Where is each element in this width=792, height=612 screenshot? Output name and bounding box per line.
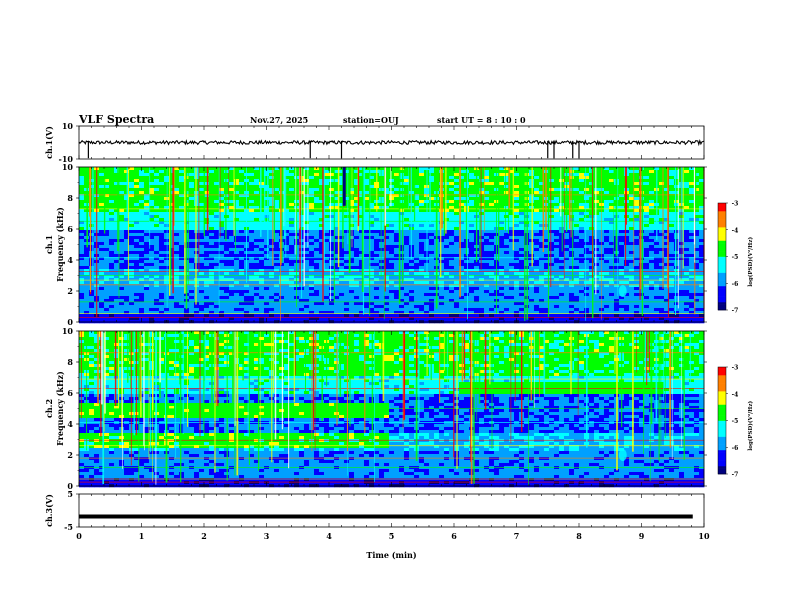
- colorbar-label: log(PSD)(V²/Hz): [747, 401, 754, 451]
- chart-title: VLF Spectra: [79, 113, 155, 126]
- y-tick-label: 10: [62, 121, 74, 131]
- y-tick-label: 6: [67, 224, 73, 234]
- station-label: station=OUJ: [343, 115, 399, 125]
- ch1-colorbar: -3 -4 -5 -6 -7 log(PSD)(V²/Hz): [717, 201, 754, 315]
- y-tick-label: 5: [67, 489, 73, 499]
- ch2-spec-ylabel: Frequency (kHz): [55, 371, 65, 446]
- colorbar-tick-label: -3: [732, 201, 739, 208]
- colorbar-tick-label: -6: [732, 445, 739, 452]
- x-tick-label: 5: [389, 531, 395, 541]
- y-tick-label: 8: [67, 357, 73, 367]
- ch1-spec-ylabel: Frequency (kHz): [55, 207, 65, 282]
- y-tick-label: 0: [67, 317, 73, 327]
- y-tick-label: 6: [67, 388, 73, 398]
- start-time-label: start UT = 8 : 10 : 0: [437, 115, 526, 125]
- date-label: Nov.27, 2025: [250, 115, 309, 125]
- y-tick-label: 2: [67, 286, 73, 296]
- colorbar-tick-label: -7: [732, 308, 739, 315]
- x-tick-label: 7: [514, 531, 520, 541]
- y-tick-label: 4: [67, 255, 73, 265]
- ch2-spectrogram: [78, 330, 705, 488]
- y-tick-label: 2: [67, 450, 73, 460]
- x-tick-label: 3: [264, 531, 270, 541]
- y-tick-label: 0: [67, 481, 73, 491]
- colorbar-tick-label: -3: [732, 365, 739, 372]
- ch2-colorbar: -3 -4 -5 -6 -7 log(PSD)(V²/Hz): [717, 365, 754, 479]
- ch1-spectrogram: [78, 166, 705, 324]
- colorbar-tick-label: -6: [732, 281, 739, 288]
- ch3-ylabel: ch.3(V): [44, 494, 54, 527]
- x-tick-label: 1: [139, 531, 145, 541]
- ch2-spec-ylabel: ch.2: [44, 399, 54, 418]
- x-axis-label: Time (min): [366, 550, 416, 560]
- ch1-trace: [78, 138, 705, 147]
- ch3-frame: [78, 493, 705, 528]
- y-tick-label: 4: [67, 419, 73, 429]
- colorbar-tick-label: -5: [732, 418, 739, 425]
- ch1-ylabel: ch.1(V): [44, 126, 54, 159]
- colorbar-tick-label: -4: [732, 227, 739, 234]
- ch1-spec-ylabel: ch.1: [44, 235, 54, 254]
- colorbar-label: log(PSD)(V²/Hz): [747, 237, 754, 287]
- y-tick-label: 8: [67, 193, 73, 203]
- x-tick-label: 10: [698, 531, 710, 541]
- x-tick-label: 9: [639, 531, 645, 541]
- colorbar-tick-label: -7: [732, 472, 739, 479]
- x-tick-label: 6: [451, 531, 457, 541]
- y-tick-label: 10: [62, 326, 74, 336]
- colorbar-tick-label: -4: [732, 391, 739, 398]
- x-tick-label: 4: [326, 531, 332, 541]
- y-tick-label: 10: [62, 162, 74, 172]
- y-tick-label: -10: [59, 154, 74, 164]
- x-tick-label: 2: [201, 531, 207, 541]
- y-tick-label: -5: [64, 522, 73, 532]
- x-tick-label: 8: [576, 531, 582, 541]
- x-tick-label: 0: [76, 531, 82, 541]
- colorbar-tick-label: -5: [732, 254, 739, 261]
